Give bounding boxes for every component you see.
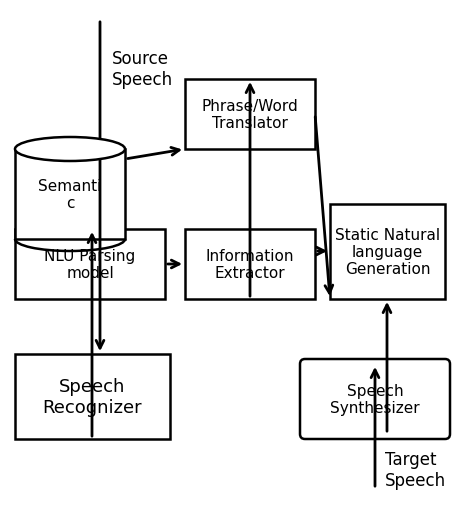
- Text: NLU Parsing
model: NLU Parsing model: [44, 248, 135, 280]
- Text: Speech
Recognizer: Speech Recognizer: [43, 377, 142, 416]
- Bar: [15, 230, 165, 299]
- Text: Source
Speech: Source Speech: [112, 50, 173, 89]
- Text: Speech
Synthesizer: Speech Synthesizer: [330, 383, 419, 415]
- Bar: [15, 150, 125, 240]
- Text: Phrase/Word
Translator: Phrase/Word Translator: [201, 99, 298, 131]
- Text: Information
Extractor: Information Extractor: [205, 248, 294, 280]
- FancyBboxPatch shape: [299, 359, 449, 439]
- Ellipse shape: [15, 138, 125, 162]
- Text: Static Natural
language
Generation: Static Natural language Generation: [334, 227, 439, 277]
- Bar: [185, 230, 314, 299]
- Text: Semanti
c: Semanti c: [38, 179, 101, 211]
- Bar: [329, 205, 444, 299]
- Bar: [185, 80, 314, 150]
- Text: Target
Speech: Target Speech: [384, 450, 445, 489]
- Bar: [15, 354, 170, 439]
